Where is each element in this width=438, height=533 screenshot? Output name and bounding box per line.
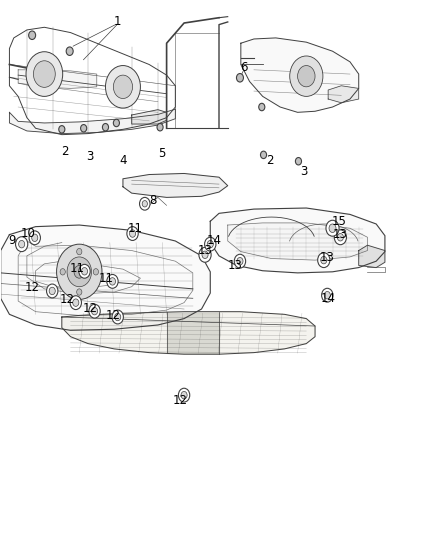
Circle shape	[127, 227, 138, 240]
Polygon shape	[18, 70, 97, 88]
Circle shape	[234, 254, 246, 268]
Circle shape	[106, 66, 141, 108]
Polygon shape	[123, 173, 228, 197]
Text: 2: 2	[62, 145, 69, 158]
Circle shape	[92, 308, 98, 315]
Circle shape	[107, 274, 118, 288]
Text: 12: 12	[60, 294, 74, 306]
Circle shape	[29, 231, 40, 245]
Polygon shape	[210, 208, 385, 273]
Circle shape	[295, 158, 301, 165]
Polygon shape	[241, 38, 359, 112]
Text: 4: 4	[119, 154, 127, 167]
Text: 1: 1	[114, 15, 121, 28]
Text: 10: 10	[21, 227, 35, 239]
Circle shape	[67, 257, 92, 287]
Text: 11: 11	[127, 222, 143, 235]
Circle shape	[33, 61, 55, 87]
Polygon shape	[1, 225, 210, 330]
Polygon shape	[228, 223, 367, 260]
Circle shape	[142, 200, 148, 207]
Text: 5: 5	[159, 147, 166, 160]
Circle shape	[93, 269, 99, 275]
Circle shape	[297, 66, 315, 87]
Circle shape	[49, 287, 55, 295]
Circle shape	[46, 284, 58, 298]
Circle shape	[178, 388, 190, 402]
Circle shape	[81, 268, 88, 275]
Circle shape	[81, 125, 87, 132]
Text: 12: 12	[83, 302, 98, 315]
Circle shape	[261, 151, 267, 159]
Text: 12: 12	[173, 394, 188, 407]
Circle shape	[77, 289, 82, 295]
Circle shape	[199, 247, 211, 262]
Circle shape	[337, 233, 343, 241]
Polygon shape	[10, 109, 175, 134]
Circle shape	[66, 47, 73, 55]
Circle shape	[73, 299, 79, 306]
Circle shape	[321, 256, 327, 264]
Text: 3: 3	[300, 165, 307, 179]
Circle shape	[32, 234, 38, 241]
Circle shape	[140, 197, 150, 210]
Circle shape	[329, 224, 336, 232]
Circle shape	[60, 269, 65, 275]
Text: 11: 11	[99, 272, 114, 285]
Circle shape	[89, 304, 100, 318]
Text: 13: 13	[228, 259, 243, 272]
Circle shape	[113, 119, 120, 127]
Circle shape	[237, 257, 243, 265]
Text: 8: 8	[149, 194, 156, 207]
Polygon shape	[359, 245, 385, 268]
Circle shape	[130, 230, 136, 237]
Polygon shape	[132, 110, 166, 124]
Text: 13: 13	[320, 252, 335, 264]
Circle shape	[113, 75, 133, 99]
Text: 13: 13	[333, 228, 348, 241]
Text: 2: 2	[266, 154, 273, 167]
Circle shape	[318, 253, 330, 268]
Circle shape	[18, 240, 25, 248]
Circle shape	[26, 52, 63, 96]
Circle shape	[74, 265, 85, 278]
Circle shape	[110, 278, 116, 285]
Circle shape	[77, 248, 82, 255]
Text: 14: 14	[206, 235, 221, 247]
Circle shape	[115, 313, 121, 321]
Circle shape	[79, 264, 90, 278]
Text: 14: 14	[321, 292, 336, 305]
Circle shape	[326, 220, 339, 236]
Text: 13: 13	[198, 244, 212, 257]
Circle shape	[259, 103, 265, 111]
Circle shape	[324, 292, 330, 299]
Circle shape	[334, 230, 346, 245]
Circle shape	[112, 310, 124, 324]
Text: 12: 12	[25, 281, 40, 294]
Text: 11: 11	[70, 262, 85, 274]
Text: 15: 15	[332, 215, 347, 228]
Polygon shape	[62, 312, 315, 354]
Text: 6: 6	[240, 61, 248, 74]
Circle shape	[321, 288, 333, 302]
Text: 12: 12	[106, 309, 121, 322]
Circle shape	[290, 56, 323, 96]
Circle shape	[70, 296, 81, 310]
Circle shape	[202, 251, 208, 259]
Circle shape	[157, 124, 163, 131]
Circle shape	[57, 244, 102, 300]
Circle shape	[102, 124, 109, 131]
Circle shape	[205, 237, 216, 251]
Circle shape	[207, 240, 213, 248]
Polygon shape	[328, 86, 359, 103]
Circle shape	[59, 126, 65, 133]
Circle shape	[28, 31, 35, 39]
Circle shape	[15, 237, 28, 252]
Circle shape	[181, 391, 187, 399]
Circle shape	[237, 74, 244, 82]
Text: 9: 9	[8, 234, 15, 247]
Text: 3: 3	[87, 150, 94, 164]
